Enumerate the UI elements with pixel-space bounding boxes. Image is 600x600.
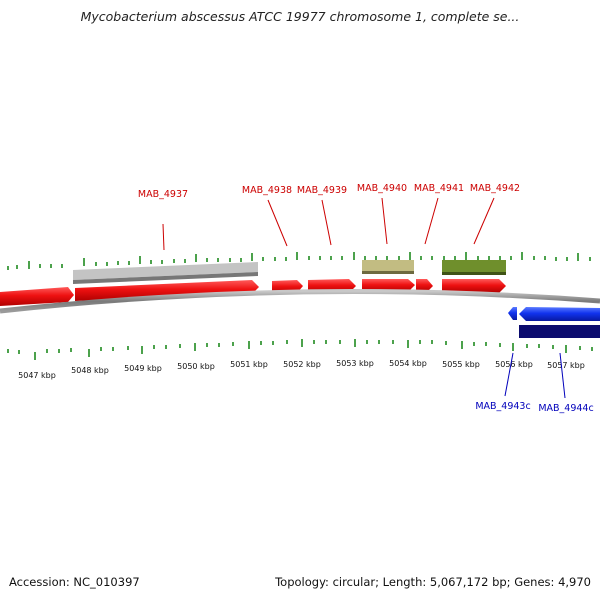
gene-label-mab-4942[interactable]: MAB_4942 xyxy=(470,183,520,194)
outer-tick-row xyxy=(7,252,591,270)
gene-arrow-mab-4943c[interactable] xyxy=(508,307,517,320)
forward-gene-arrows xyxy=(0,279,506,306)
gene-arrow-mab-4940[interactable] xyxy=(362,279,415,292)
inner-tick-row xyxy=(7,339,593,360)
map-title: Mycobacterium abscessus ATCC 19977 chrom… xyxy=(80,9,520,24)
axis-label: 5054 kbp xyxy=(389,359,427,368)
accession-text: Accession: NC_010397 xyxy=(9,575,140,589)
axis-label: 5049 kbp xyxy=(124,364,162,373)
axis-label: 5055 kbp xyxy=(442,360,480,369)
feature-band-khaki[interactable] xyxy=(362,260,414,274)
gene-arrow-mab-4944c[interactable] xyxy=(519,307,600,321)
gene-arrow-left-edge[interactable] xyxy=(0,287,74,306)
gene-arrow-mab-4941[interactable] xyxy=(416,279,433,292)
axis-label: 5048 kbp xyxy=(71,366,109,375)
gene-label-mab-4944c[interactable]: MAB_4944c xyxy=(538,403,593,414)
forward-gene-labels: MAB_4937 MAB_4938 MAB_4939 MAB_4940 MAB_… xyxy=(138,183,520,251)
axis-label: 5050 kbp xyxy=(177,362,215,371)
gene-label-mab-4937[interactable]: MAB_4937 xyxy=(138,189,188,200)
feature-band-olive[interactable] xyxy=(442,260,506,275)
chromosome-backbone xyxy=(0,289,600,314)
reverse-feature-band[interactable] xyxy=(519,325,600,338)
axis-label: 5047 kbp xyxy=(18,371,56,380)
gene-arrow-mab-4937[interactable] xyxy=(75,280,259,301)
topology-summary-text: Topology: circular; Length: 5,067,172 bp… xyxy=(275,575,591,589)
gene-label-mab-4939[interactable]: MAB_4939 xyxy=(297,185,347,196)
gene-arrow-mab-4942[interactable] xyxy=(442,279,506,293)
axis-label: 5051 kbp xyxy=(230,360,268,369)
gene-label-mab-4938[interactable]: MAB_4938 xyxy=(242,185,292,196)
axis-label: 5052 kbp xyxy=(283,360,321,369)
axis-label: 5057 kbp xyxy=(547,361,585,370)
reverse-gene-arrows xyxy=(508,307,600,338)
gene-label-mab-4943c[interactable]: MAB_4943c xyxy=(475,401,530,412)
axis-labels: 5047 kbp 5048 kbp 5049 kbp 5050 kbp 5051… xyxy=(18,359,585,380)
gene-label-mab-4941[interactable]: MAB_4941 xyxy=(414,183,464,194)
feature-band-gray[interactable] xyxy=(73,262,258,284)
axis-label: 5056 kbp xyxy=(495,360,533,369)
reverse-gene-labels: MAB_4943c MAB_4944c xyxy=(475,352,594,414)
gene-label-mab-4940[interactable]: MAB_4940 xyxy=(357,183,407,194)
axis-label: 5053 kbp xyxy=(336,359,374,368)
